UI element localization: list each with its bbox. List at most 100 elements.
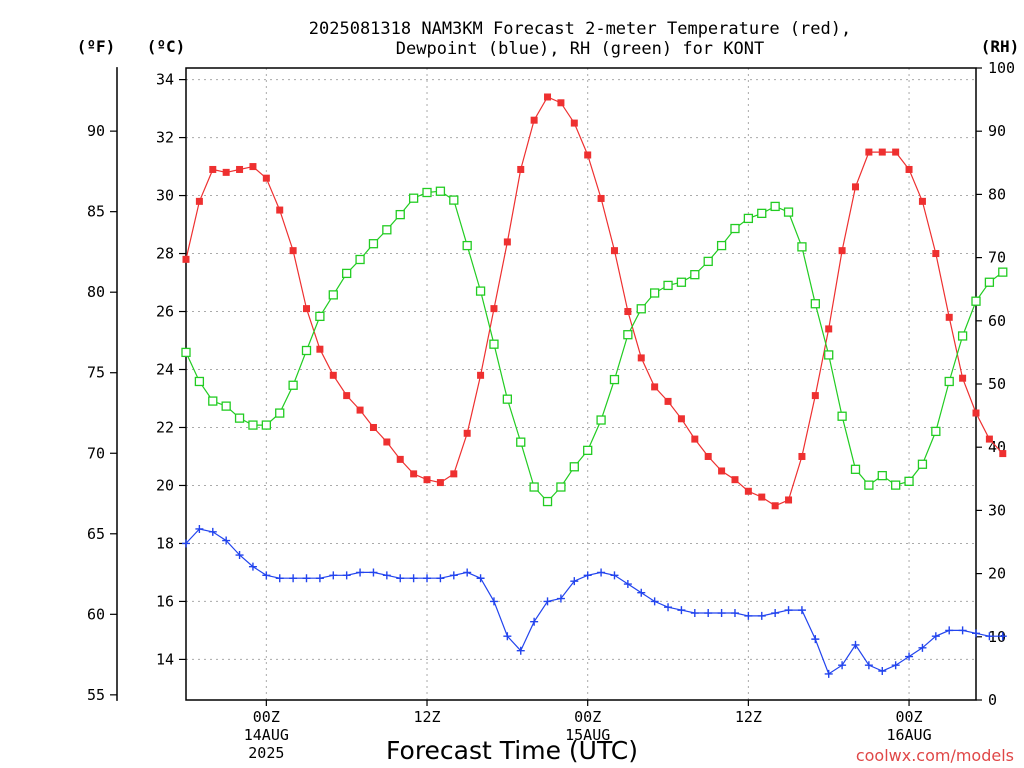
dewpoint-point — [356, 568, 365, 577]
dewpoint-point — [195, 524, 204, 533]
dewpoint-point — [342, 571, 351, 580]
temperature-point — [878, 148, 886, 156]
rh-point — [998, 267, 1008, 277]
x-tick-label: 15AUG — [565, 726, 610, 744]
temperature-point — [785, 496, 793, 504]
temperature-point — [369, 423, 377, 431]
temperature-point — [503, 238, 511, 246]
x-tick-label: 2025 — [248, 744, 284, 762]
dewpoint-point — [730, 609, 739, 618]
temperature-point — [771, 502, 779, 510]
dewpoint-point — [824, 669, 833, 678]
rh-point — [649, 288, 660, 298]
dewpoint-point — [717, 609, 726, 618]
rh-point — [542, 496, 553, 507]
dewpoint-point — [449, 571, 458, 580]
rh-point — [957, 331, 968, 341]
rh-point — [596, 415, 606, 425]
temperature-point — [410, 470, 418, 478]
temperature-point — [436, 479, 444, 487]
temperature-point — [691, 435, 699, 443]
temperature-point — [610, 247, 618, 255]
temperature-point — [329, 371, 337, 379]
dewpoint-point — [409, 574, 418, 583]
celsius-tick-label: 22 — [156, 418, 174, 436]
dewpoint-point — [864, 661, 873, 670]
temperature-point — [718, 467, 726, 475]
rh-point — [609, 374, 620, 385]
dewpoint-point — [396, 574, 405, 583]
temperature-point — [932, 250, 940, 258]
x-tick-label: 12Z — [735, 708, 762, 726]
dewpoint-point — [838, 661, 847, 670]
temperature-point — [651, 383, 659, 391]
dewpoint-point — [289, 574, 298, 583]
x-tick-label: 12Z — [413, 708, 440, 726]
temperature-point — [624, 308, 632, 316]
rh-point — [904, 476, 914, 486]
dewpoint-point — [235, 551, 244, 560]
temperature-point — [195, 197, 203, 205]
fahrenheit-tick-label: 90 — [87, 122, 105, 140]
rh-point — [877, 470, 887, 481]
rh-point — [824, 350, 834, 360]
temperature-point — [731, 476, 739, 484]
temperature-point — [959, 374, 967, 382]
dewpoint-point — [650, 597, 659, 606]
temperature-point — [584, 151, 592, 159]
axes: 14 16 18 20 22 24 26 28 30 32 34 55 60 65 70 75 80 85 90 0 1… — [87, 59, 1015, 762]
dewpoint-point — [208, 527, 217, 536]
rh-point — [917, 459, 928, 469]
rh-point — [449, 195, 459, 205]
dewpoint-point — [222, 536, 231, 545]
rh-tick-label: 30 — [988, 501, 1006, 519]
x-axis-label: Forecast Time (UTC) — [386, 736, 638, 765]
temperature-line — [185, 96, 1004, 507]
rh-point — [663, 280, 673, 291]
dewpoint-point — [623, 580, 632, 589]
rh-point — [422, 187, 432, 198]
fahrenheit-unit-label: (ºF) — [77, 37, 116, 56]
fahrenheit-tick-label: 75 — [87, 364, 105, 382]
fahrenheit-tick-label: 85 — [87, 203, 105, 221]
celsius-tick-label: 14 — [156, 650, 174, 668]
rh-point — [583, 445, 593, 456]
dewpoint-point — [248, 562, 257, 571]
rh-tick-label: 50 — [988, 375, 1006, 393]
rh-point — [194, 376, 205, 387]
temperature-point — [918, 197, 926, 205]
dewpoint-point — [958, 626, 967, 635]
temperature-point — [999, 450, 1007, 458]
dewpoint-point — [302, 574, 311, 583]
dewpoint-point — [570, 577, 579, 586]
temperature-point — [530, 116, 538, 124]
temperature-point — [972, 409, 980, 417]
temperature-point — [905, 165, 913, 173]
celsius-unit-label: (ºC) — [147, 37, 186, 56]
temperature-point — [356, 406, 364, 414]
temperature-point — [892, 148, 900, 156]
dewpoint-point — [878, 667, 887, 676]
rh-point — [529, 482, 539, 492]
rh-tick-label: 80 — [988, 185, 1006, 203]
dewpoint-point — [744, 611, 753, 620]
temperature-point — [985, 435, 993, 443]
rh-point — [850, 464, 861, 474]
chart-title-line-1: 2025081318 NAM3KM Forecast 2-meter Tempe… — [309, 19, 851, 39]
rh-point — [864, 480, 874, 490]
temperature-point — [557, 99, 565, 107]
dewpoint-point — [931, 632, 940, 641]
dewpoint-point — [998, 632, 1007, 641]
dewpoint-point — [182, 539, 190, 548]
rh-point — [328, 290, 338, 300]
celsius-tick-label: 24 — [156, 361, 174, 379]
rh-point — [368, 239, 379, 249]
x-tick-label: 00Z — [896, 708, 923, 726]
temperature-point — [249, 163, 257, 171]
rh-tick-label: 60 — [988, 312, 1006, 330]
rh-point — [355, 254, 365, 265]
dewpoint-point — [583, 571, 592, 580]
dewpoint-point — [556, 594, 565, 603]
dewpoint-point — [543, 597, 552, 606]
dewpoint-point — [945, 626, 954, 635]
